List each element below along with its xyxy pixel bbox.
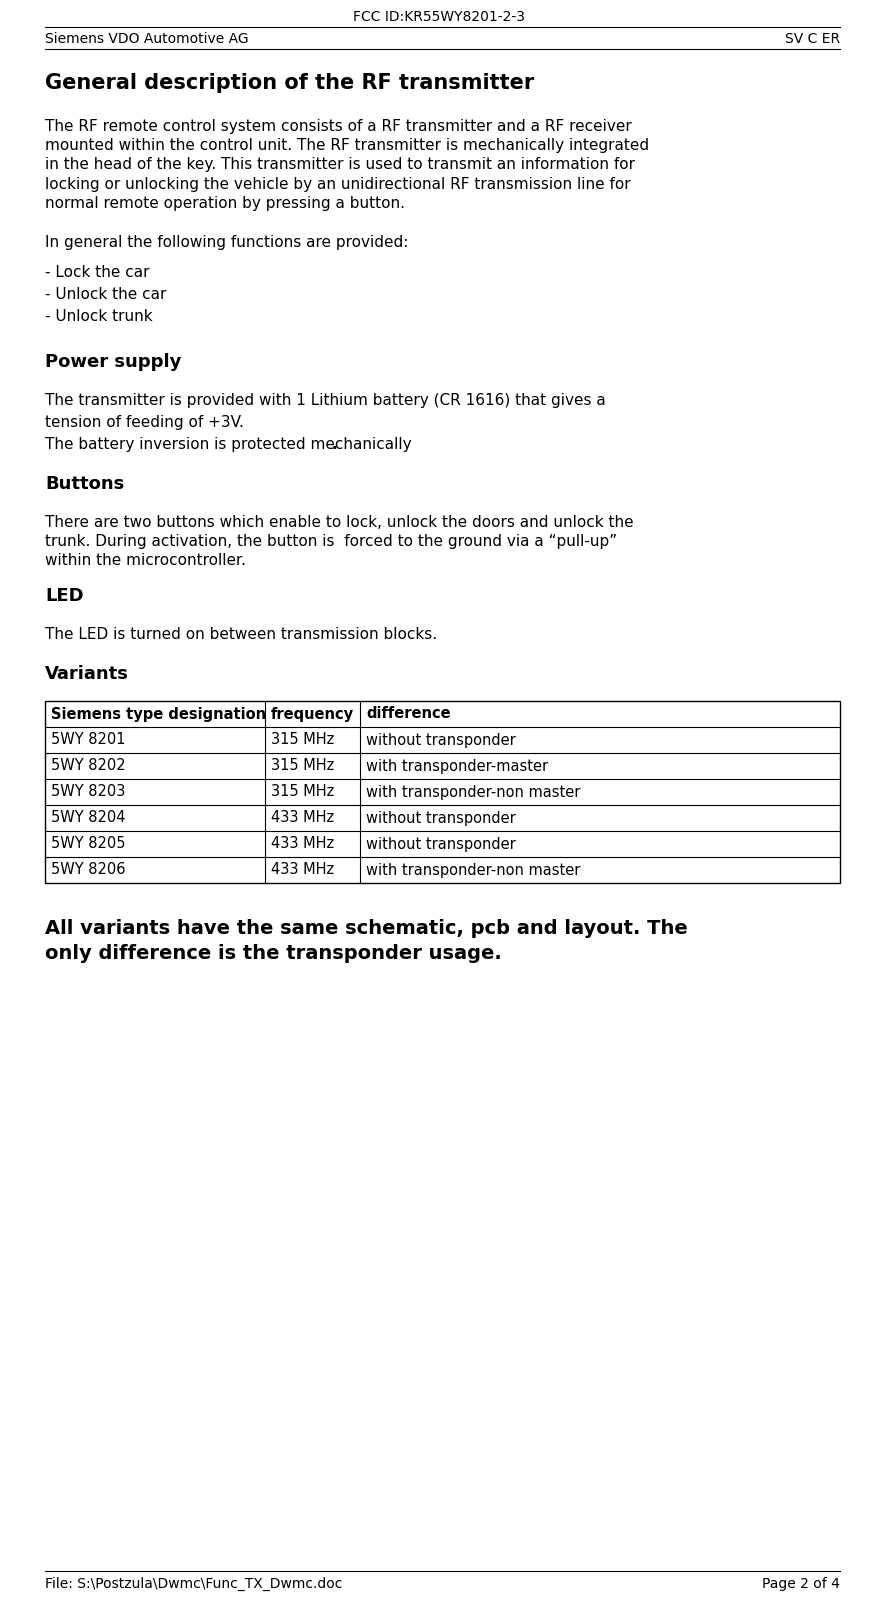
Text: Variants: Variants [45,665,129,682]
Text: The transmitter is provided with 1 Lithium battery (CR 1616) that gives a: The transmitter is provided with 1 Lithi… [45,392,605,408]
Text: 5WY 8205: 5WY 8205 [51,836,125,851]
Text: 5WY 8206: 5WY 8206 [51,862,125,877]
Text: with transponder-non master: with transponder-non master [366,862,580,877]
Text: 433 MHz: 433 MHz [271,862,334,877]
Text: FCC ID:KR55WY8201-2-3: FCC ID:KR55WY8201-2-3 [353,10,524,24]
Text: The RF remote control system consists of a RF transmitter and a RF receiver
moun: The RF remote control system consists of… [45,118,648,211]
Text: Power supply: Power supply [45,353,182,371]
Text: - Unlock the car: - Unlock the car [45,287,166,302]
Text: frequency: frequency [271,707,353,721]
Text: The battery inversion is protected mechanically: The battery inversion is protected mecha… [45,438,411,452]
Text: without transponder: without transponder [366,810,515,825]
Text: without transponder: without transponder [366,836,515,851]
Text: 5WY 8203: 5WY 8203 [51,785,125,799]
Text: Siemens VDO Automotive AG: Siemens VDO Automotive AG [45,32,248,45]
Text: General description of the RF transmitter: General description of the RF transmitte… [45,73,533,92]
Text: 315 MHz: 315 MHz [271,785,334,799]
Text: Buttons: Buttons [45,475,125,493]
Text: difference: difference [366,707,450,721]
Text: 315 MHz: 315 MHz [271,733,334,747]
Text: In general the following functions are provided:: In general the following functions are p… [45,235,408,250]
Text: 433 MHz: 433 MHz [271,810,334,825]
Text: with transponder-master: with transponder-master [366,759,547,773]
Text: - Lock the car: - Lock the car [45,264,149,280]
Text: 5WY 8204: 5WY 8204 [51,810,125,825]
Text: with transponder-non master: with transponder-non master [366,785,580,799]
Text: 5WY 8202: 5WY 8202 [51,759,125,773]
Bar [45,700,839,883]
Text: without transponder: without transponder [366,733,515,747]
Text: - Unlock trunk: - Unlock trunk [45,310,153,324]
Text: tension of feeding of +3V.: tension of feeding of +3V. [45,415,244,430]
Text: LED: LED [45,587,83,605]
Text: Siemens type designation: Siemens type designation [51,707,266,721]
Text: All variants have the same schematic, pcb and layout. The
only difference is the: All variants have the same schematic, pc… [45,919,687,963]
Text: 315 MHz: 315 MHz [271,759,334,773]
Text: File: S:\Postzula\Dwmc\Func_TX_Dwmc.doc: File: S:\Postzula\Dwmc\Func_TX_Dwmc.doc [45,1577,342,1592]
Text: There are two buttons which enable to lock, unlock the doors and unlock the
trun: There are two buttons which enable to lo… [45,515,633,569]
Text: The LED is turned on between transmission blocks.: The LED is turned on between transmissio… [45,627,437,642]
Text: Page 2 of 4: Page 2 of 4 [761,1577,839,1590]
Text: SV C ER: SV C ER [784,32,839,45]
Text: 433 MHz: 433 MHz [271,836,334,851]
Text: .: . [332,438,337,452]
Text: 5WY 8201: 5WY 8201 [51,733,125,747]
